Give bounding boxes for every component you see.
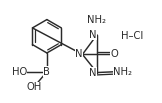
Text: N: N xyxy=(89,30,97,40)
Text: N: N xyxy=(75,49,82,59)
Text: OH: OH xyxy=(26,82,41,92)
Text: H–Cl: H–Cl xyxy=(121,31,143,41)
Text: B: B xyxy=(43,67,50,77)
Text: NH₂: NH₂ xyxy=(113,67,132,77)
Text: O: O xyxy=(110,49,118,59)
Text: HO: HO xyxy=(12,67,27,77)
Text: NH₂: NH₂ xyxy=(87,15,106,25)
Text: N: N xyxy=(89,68,97,78)
